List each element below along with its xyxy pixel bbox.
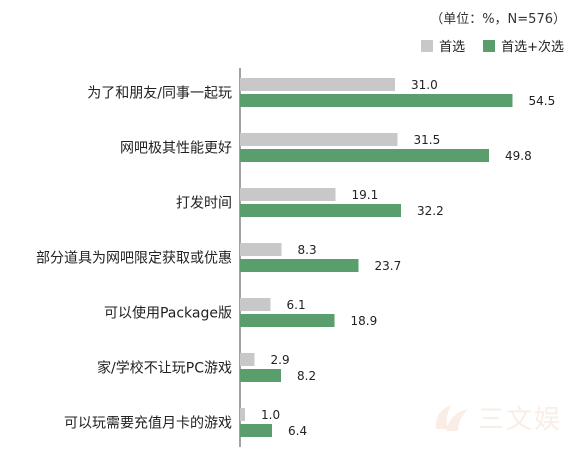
data-label-combined: 23.7	[375, 259, 402, 273]
bar-combined	[240, 314, 335, 327]
category-label: 为了和朋友/同事一起玩	[87, 86, 232, 102]
bar-combined	[240, 149, 489, 162]
legend-label-first: 首选	[439, 40, 466, 55]
bar-first	[240, 408, 245, 421]
bar-first	[240, 133, 398, 146]
bar-combined	[240, 204, 401, 217]
bar-combined	[240, 94, 513, 107]
bar-first	[240, 78, 395, 91]
bar-first	[240, 353, 255, 366]
data-label-combined: 49.8	[505, 149, 532, 163]
legend-swatch-first	[421, 39, 434, 52]
data-label-first: 31.5	[414, 133, 441, 147]
legend-item-combined: 首选+次选	[483, 36, 564, 55]
bar-first	[240, 298, 271, 311]
data-label-combined: 8.2	[297, 369, 316, 383]
bar-first	[240, 243, 282, 256]
legend: 首选 首选+次选	[403, 36, 564, 55]
data-label-first: 1.0	[261, 408, 280, 422]
data-label-first: 31.0	[411, 78, 438, 92]
data-label-first: 2.9	[271, 353, 290, 367]
category-label: 可以使用Package版	[104, 305, 232, 322]
legend-item-first: 首选	[421, 36, 465, 55]
watermark-logo-icon	[435, 404, 468, 431]
unit-note: （单位：%，N=576）	[430, 12, 566, 27]
category-label: 打发时间	[176, 195, 232, 212]
data-label-first: 6.1	[287, 298, 306, 312]
data-label-combined: 54.5	[529, 94, 556, 108]
category-label: 可以玩需要充值月卡的游戏	[64, 416, 232, 432]
category-label: 网吧极其性能更好	[120, 141, 232, 157]
category-label: 部分道具为网吧限定获取或优惠	[36, 251, 232, 267]
legend-label-combined: 首选+次选	[501, 40, 564, 55]
bar-first	[240, 188, 336, 201]
watermark: 三文娱	[432, 399, 562, 436]
data-label-first: 8.3	[298, 243, 317, 257]
category-label: 家/学校不让玩PC游戏	[97, 360, 232, 377]
watermark-text: 三文娱	[477, 405, 562, 435]
data-label-combined: 32.2	[417, 204, 444, 218]
data-label-combined: 6.4	[288, 424, 307, 438]
bar-combined	[240, 259, 359, 272]
legend-swatch-combined	[483, 39, 496, 52]
data-label-combined: 18.9	[351, 314, 378, 328]
data-label-first: 19.1	[352, 188, 379, 202]
bar-combined	[240, 424, 272, 437]
bar-combined	[240, 369, 281, 382]
